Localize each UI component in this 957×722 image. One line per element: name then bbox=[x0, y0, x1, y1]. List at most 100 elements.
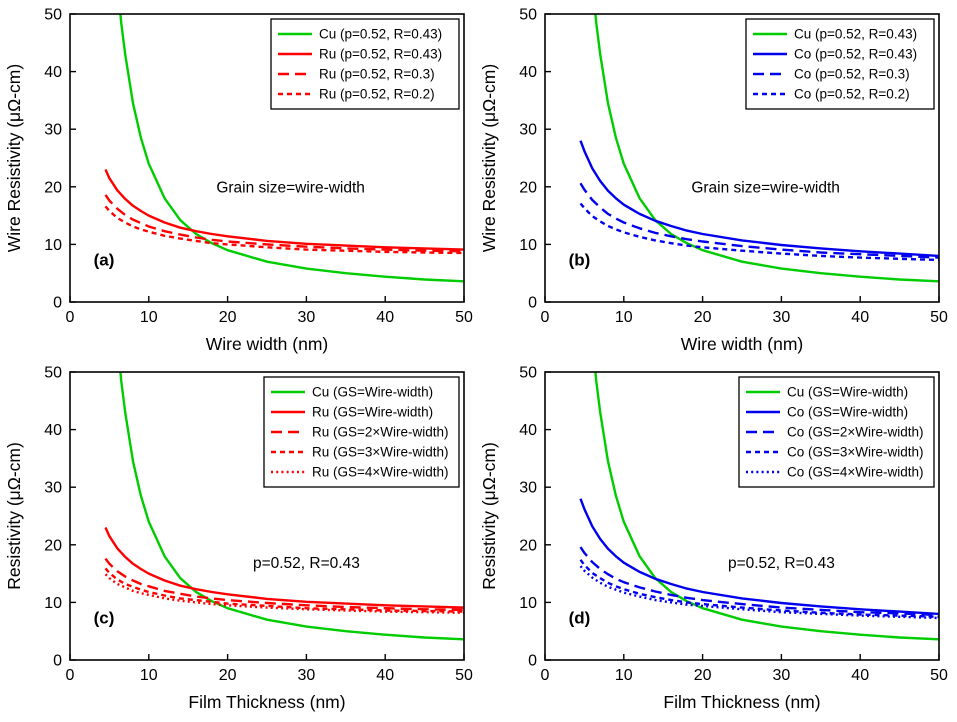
y-tick-label: 40 bbox=[44, 64, 62, 81]
legend-entry-label: Ru (p=0.52, R=0.3) bbox=[319, 67, 435, 82]
legend-entry-label: Ru (p=0.52, R=0.2) bbox=[319, 87, 435, 102]
legend-entry-label: Co (GS=4×Wire-width) bbox=[787, 465, 924, 480]
annotation-text: p=0.52, R=0.43 bbox=[728, 555, 835, 572]
y-tick-label: 20 bbox=[519, 179, 537, 196]
y-tick-label: 50 bbox=[519, 365, 537, 382]
x-tick-label: 50 bbox=[455, 309, 473, 326]
x-tick-label: 10 bbox=[140, 309, 158, 326]
x-tick-label: 30 bbox=[298, 667, 316, 684]
x-axis-label: Film Thickness (nm) bbox=[663, 692, 820, 712]
x-tick-label: 40 bbox=[377, 309, 395, 326]
y-tick-label: 0 bbox=[53, 295, 62, 312]
x-tick-label: 20 bbox=[219, 667, 237, 684]
legend-entry-label: Ru (GS=3×Wire-width) bbox=[312, 445, 449, 460]
legend-entry-label: Ru (GS=4×Wire-width) bbox=[312, 465, 449, 480]
y-tick-label: 30 bbox=[519, 480, 537, 497]
legend-entry-label: Cu (GS=Wire-width) bbox=[787, 385, 908, 400]
y-tick-label: 0 bbox=[528, 653, 537, 670]
y-axis-label: Wire Resistivity (μΩ-cm) bbox=[4, 64, 24, 252]
y-tick-label: 30 bbox=[44, 122, 62, 139]
x-tick-label: 40 bbox=[377, 667, 395, 684]
x-axis-label: Wire width (nm) bbox=[206, 334, 329, 354]
curve-ru-2 bbox=[104, 557, 465, 612]
legend-entry-label: Ru (p=0.52, R=0.43) bbox=[319, 47, 442, 62]
x-tick-label: 0 bbox=[66, 309, 75, 326]
legend-entry-label: Co (GS=Wire-width) bbox=[787, 405, 908, 420]
curve-ru-4 bbox=[104, 573, 465, 614]
plot-frame bbox=[543, 13, 940, 303]
y-tick-label: 0 bbox=[528, 295, 537, 312]
x-tick-label: 20 bbox=[219, 309, 237, 326]
x-tick-label: 10 bbox=[615, 667, 633, 684]
legend-entry-label: Co (p=0.52, R=0.43) bbox=[794, 47, 917, 62]
plot-frame bbox=[69, 371, 466, 661]
curve-co-1 bbox=[579, 140, 939, 258]
annotation-text: Grain size=wire-width bbox=[691, 180, 840, 197]
legend-entry-label: Cu (GS=Wire-width) bbox=[312, 385, 433, 400]
curve-co-2 bbox=[579, 546, 939, 617]
x-axis-label: Wire width (nm) bbox=[680, 334, 803, 354]
y-tick-label: 50 bbox=[519, 7, 537, 24]
x-tick-label: 10 bbox=[615, 309, 633, 326]
legend-entry-label: Ru (GS=Wire-width) bbox=[312, 405, 433, 420]
curve-ru-1 bbox=[104, 527, 465, 609]
panel-letter: (a) bbox=[94, 251, 115, 270]
y-tick-label: 10 bbox=[519, 237, 537, 254]
legend-entry-label: Co (GS=2×Wire-width) bbox=[787, 425, 924, 440]
x-tick-label: 50 bbox=[455, 667, 473, 684]
panel-letter: (d) bbox=[568, 609, 590, 628]
y-tick-label: 50 bbox=[44, 365, 62, 382]
annotation-text: Grain size=wire-width bbox=[217, 180, 366, 197]
legend-entry-label: Co (p=0.52, R=0.3) bbox=[794, 67, 910, 82]
y-tick-label: 10 bbox=[44, 595, 62, 612]
chart-canvas-b: 0 10 20 30 40 50 0 10 20 30 40 50 Cu (p=0.52, R=0.43… bbox=[479, 7, 948, 355]
legend-entry-label: Ru (GS=2×Wire-width) bbox=[312, 425, 449, 440]
plot-frame bbox=[543, 371, 940, 661]
panel-a: 0 10 20 30 40 50 0 10 20 30 40 50 Cu (p=0.52, R=0.43… bbox=[4, 3, 479, 361]
panel-d: 0 10 20 30 40 50 0 10 20 30 40 50 Cu (GS=Wire-width)… bbox=[479, 361, 954, 719]
curve-co-4 bbox=[579, 565, 939, 620]
panel-b: 0 10 20 30 40 50 0 10 20 30 40 50 Cu (p=0.52, R=0.43… bbox=[479, 3, 954, 361]
curve-co-3 bbox=[579, 559, 939, 618]
legend-entry-label: Cu (p=0.52, R=0.43) bbox=[794, 27, 917, 42]
y-tick-label: 40 bbox=[44, 422, 62, 439]
y-axis-label: Wire Resistivity (μΩ-cm) bbox=[479, 64, 499, 252]
curve-cu-0 bbox=[119, 372, 465, 641]
y-tick-label: 50 bbox=[44, 7, 62, 24]
x-tick-label: 20 bbox=[693, 667, 711, 684]
x-tick-label: 0 bbox=[66, 667, 75, 684]
x-tick-label: 50 bbox=[930, 309, 948, 326]
curve-cu-0 bbox=[119, 14, 465, 283]
plot-frame bbox=[69, 13, 466, 303]
annotation-text: p=0.52, R=0.43 bbox=[253, 555, 360, 572]
y-tick-label: 20 bbox=[44, 537, 62, 554]
x-tick-label: 0 bbox=[540, 667, 549, 684]
x-tick-label: 20 bbox=[693, 309, 711, 326]
chart-canvas-c: 0 10 20 30 40 50 0 10 20 30 40 50 Cu (GS=Wire-width)… bbox=[4, 365, 473, 713]
legend-entry-label: Cu (p=0.52, R=0.43) bbox=[319, 27, 442, 42]
y-tick-label: 30 bbox=[519, 122, 537, 139]
y-axis-label: Resistivity (μΩ-cm) bbox=[479, 442, 499, 590]
x-tick-label: 30 bbox=[772, 667, 790, 684]
y-tick-label: 40 bbox=[519, 422, 537, 439]
curve-ru-3 bbox=[104, 205, 465, 255]
curve-ru-1 bbox=[104, 169, 465, 251]
y-tick-label: 10 bbox=[44, 237, 62, 254]
y-tick-label: 30 bbox=[44, 480, 62, 497]
curve-ru-3 bbox=[104, 567, 465, 613]
x-tick-label: 10 bbox=[140, 667, 158, 684]
curve-co-1 bbox=[579, 498, 939, 616]
x-tick-label: 30 bbox=[298, 309, 316, 326]
x-tick-label: 30 bbox=[772, 309, 790, 326]
panel-letter: (c) bbox=[94, 609, 115, 628]
legend-entry-label: Co (GS=3×Wire-width) bbox=[787, 445, 924, 460]
y-axis-label: Resistivity (μΩ-cm) bbox=[4, 442, 24, 590]
curve-co-3 bbox=[579, 202, 939, 262]
curve-ru-2 bbox=[104, 194, 465, 253]
y-tick-label: 20 bbox=[44, 179, 62, 196]
panel-c: 0 10 20 30 40 50 0 10 20 30 40 50 Cu (GS=Wire-width)… bbox=[4, 361, 479, 719]
x-tick-label: 50 bbox=[930, 667, 948, 684]
x-tick-label: 0 bbox=[540, 309, 549, 326]
chart-canvas-a: 0 10 20 30 40 50 0 10 20 30 40 50 Cu (p=0.52, R=0.43… bbox=[4, 7, 473, 355]
